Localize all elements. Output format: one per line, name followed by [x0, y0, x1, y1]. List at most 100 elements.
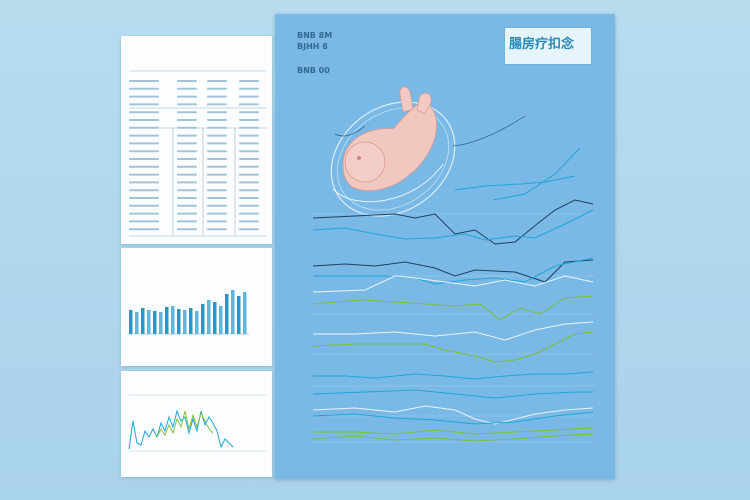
- series-line: [312, 389, 593, 399]
- table-cell-placeholder: [239, 95, 259, 98]
- table-cell-placeholder: [129, 189, 159, 192]
- series-line: [312, 209, 594, 241]
- series-line: [312, 331, 594, 363]
- table-cell-placeholder: [177, 189, 197, 192]
- line-chart-panel: [121, 371, 272, 477]
- table-cell-placeholder: [129, 158, 159, 160]
- table-cell-placeholder: [129, 228, 159, 231]
- table-cell-placeholder: [129, 111, 159, 114]
- mini-line-cyan: [128, 409, 234, 450]
- table-cell-placeholder: [239, 150, 259, 153]
- mini-bar: [153, 311, 157, 334]
- table-cell-placeholder: [129, 103, 159, 106]
- table-cell-placeholder: [177, 204, 197, 207]
- table-cell-placeholder: [239, 197, 259, 199]
- table-cell-placeholder: [207, 111, 227, 114]
- table-cell-placeholder: [129, 126, 159, 129]
- table-cell-placeholder: [239, 158, 259, 160]
- table-cell-placeholder: [207, 87, 227, 90]
- table-cell-placeholder: [207, 173, 227, 176]
- table-cell-placeholder: [177, 111, 197, 114]
- table-cell-placeholder: [207, 220, 227, 223]
- mini-bar: [201, 304, 205, 334]
- table-cell-placeholder: [177, 228, 197, 231]
- mini-bar: [231, 290, 235, 334]
- table-cell-placeholder: [207, 181, 227, 184]
- table-cell-placeholder: [239, 228, 259, 231]
- mini-bar: [195, 311, 199, 334]
- table-cell-placeholder: [177, 134, 197, 137]
- table-cell-placeholder: [207, 134, 227, 137]
- table-cell-placeholder: [177, 80, 197, 82]
- table-cell-placeholder: [239, 87, 259, 90]
- table-cell-placeholder: [129, 134, 159, 137]
- mini-bar: [207, 300, 211, 334]
- table-cell-placeholder: [239, 142, 259, 145]
- table-cell-placeholder: [239, 103, 259, 106]
- series-line: [313, 371, 594, 380]
- table-cell-placeholder: [239, 119, 259, 121]
- table-cell-placeholder: [207, 212, 227, 215]
- table-cell-placeholder: [239, 80, 259, 82]
- mini-bar: [243, 292, 247, 334]
- table-cell-placeholder: [129, 181, 159, 184]
- table-cell-placeholder: [177, 95, 197, 98]
- table-cell-placeholder: [207, 197, 227, 199]
- table-cell-placeholder: [177, 181, 197, 184]
- table-cell-placeholder: [207, 158, 227, 160]
- series-line: [313, 321, 594, 341]
- table-cell-placeholder: [239, 181, 259, 184]
- table-cell-placeholder: [129, 119, 159, 121]
- bar-chart: [127, 290, 249, 335]
- mini-bar: [183, 310, 187, 334]
- table-cell-placeholder: [177, 220, 197, 223]
- table-cell-placeholder: [129, 220, 159, 223]
- main-infographic: [275, 14, 615, 479]
- table-cell-placeholder: [207, 228, 227, 231]
- table-cell-placeholder: [207, 142, 227, 145]
- main-chart-area: [312, 86, 595, 443]
- table-cell-placeholder: [177, 126, 197, 129]
- table-cell-placeholder: [129, 212, 159, 215]
- table-cell-placeholder: [129, 80, 159, 82]
- table-cell-placeholder: [129, 142, 159, 145]
- mini-bar: [171, 306, 175, 334]
- table-grid-lines: [129, 70, 267, 237]
- table-cell-placeholder: [177, 103, 197, 106]
- main-title-box: 腸房疗扣念: [504, 27, 592, 65]
- mini-bar: [219, 306, 223, 334]
- table-cell-placeholder: [207, 80, 227, 82]
- bar-chart-panel: [121, 248, 272, 366]
- table-cell-placeholder: [207, 126, 227, 129]
- mini-bar: [165, 307, 169, 334]
- mini-bar: [237, 296, 241, 334]
- series-line: [313, 427, 594, 435]
- table-cell-placeholder: [207, 204, 227, 207]
- table-cell-placeholder: [129, 173, 159, 176]
- mini-line-chart: [128, 394, 267, 452]
- mini-bar: [213, 302, 217, 334]
- fetus-illustration: [330, 86, 526, 217]
- mini-line-green: [156, 410, 214, 438]
- main-header-line-2: BJHH 8: [297, 42, 328, 51]
- series-line: [312, 199, 594, 245]
- table-cell-placeholder: [129, 197, 159, 199]
- table-cell-placeholder: [177, 165, 197, 168]
- main-title: 腸房疗扣念: [509, 37, 575, 52]
- table-cell-placeholder: [177, 142, 197, 145]
- series-line: [492, 147, 581, 201]
- table-cell-placeholder: [207, 165, 227, 168]
- table-cell-placeholder: [129, 204, 159, 207]
- series-line: [312, 405, 594, 425]
- table-cell-placeholder: [239, 189, 259, 192]
- table-cell-placeholder: [239, 212, 259, 215]
- series-line: [312, 295, 594, 321]
- table-cell-placeholder: [177, 119, 197, 121]
- table-cell-placeholder: [177, 197, 197, 199]
- mini-bar: [147, 310, 151, 334]
- table-cell-placeholder: [129, 87, 159, 90]
- series-line: [454, 175, 576, 191]
- series-line: [312, 275, 594, 293]
- table-cell-placeholder: [239, 165, 259, 168]
- mini-bar: [141, 308, 145, 334]
